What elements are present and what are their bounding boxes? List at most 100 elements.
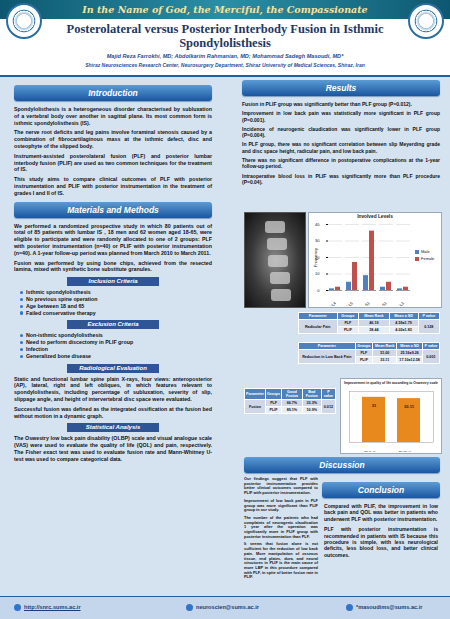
html-text:The Oswestry low back pain dis: The Oswestry low back pain disability (O… — [14, 435, 212, 462]
html-text:46.19: 46.19 — [369, 321, 379, 325]
html-text:Incidence of neurogenic claudi: Incidence of neurogenic claudication was… — [242, 125, 440, 139]
html-text:In PLF group, there was no sig: In PLF group, there was no significant c… — [242, 141, 440, 154]
html-text:Mean Rank: Mean Rank — [375, 344, 395, 348]
html-text:Involved Levels: Involved Levels — [357, 214, 393, 219]
html-text:Fusion was performed by using: Fusion was performed by using bone chips… — [14, 259, 212, 273]
html-text:Instrument-assisted posterolat: Instrument-assisted posterolateral fusio… — [14, 152, 212, 173]
html-text:No previous spine operation: No previous spine operation — [26, 295, 98, 302]
html-text:Mean Rank: Mean Rank — [364, 314, 384, 318]
html-text:Fusion in PLIF group was signi: Fusion in PLIF group was significantly b… — [242, 101, 412, 107]
html-text:0.128: 0.128 — [424, 324, 434, 329]
svg-text:31: 31 — [372, 403, 377, 408]
html-text:PLF with posterior instrumenta: PLF with posterior instrumentation is re… — [324, 526, 438, 558]
html-text:Introduction: Introduction — [88, 88, 138, 98]
html-text:Conclusion: Conclusion — [357, 485, 405, 495]
html-text:PLF: PLF — [270, 401, 278, 405]
html-text:Parameter: Parameter — [246, 392, 264, 396]
html-text:Bad Fusion: Bad Fusion — [305, 390, 318, 398]
svg-text:Frequency: Frequency — [313, 248, 318, 267]
html-text:Failed conservative therapy: Failed conservative therapy — [26, 309, 96, 316]
html-text:Successful fusion was defined: Successful fusion was defined as the int… — [14, 405, 212, 419]
html-text:This study aims to compare cli: This study aims to compare clinical outc… — [14, 176, 212, 196]
html-text:Male: Male — [421, 249, 430, 254]
html-text:Discussion: Discussion — [319, 460, 365, 470]
html-text:Generalized bone disease: Generalized bone disease — [26, 352, 92, 359]
html-text:PLIF: PLIF — [269, 408, 278, 412]
html-text:In the Name of God, the Mercif: In the Name of God, the Merciful, the Co… — [82, 4, 368, 15]
html-text:PLIF: PLIF — [359, 358, 368, 362]
html-text:38.44: 38.44 — [369, 328, 379, 332]
svg-text:10: 10 — [315, 271, 320, 276]
html-text:Fusion: Fusion — [249, 404, 262, 409]
html-text:Shiraz Neurosciences Research: Shiraz Neurosciences Research Center, Ne… — [85, 62, 365, 68]
html-text:Radicular Pain: Radicular Pain — [305, 324, 331, 329]
html-text:Radiological Evaluation: Radiological Evaluation — [79, 364, 147, 371]
html-text:Static and functional lumbar s: Static and functional lumbar spine plain… — [14, 375, 212, 402]
html-text:P value: P value — [424, 344, 438, 348]
html-text:P value: P value — [323, 390, 334, 398]
svg-text:30.11: 30.11 — [404, 404, 415, 409]
svg-text:L4-L5: L4-L5 — [343, 300, 355, 306]
html-text:Mean ± SD: Mean ± SD — [394, 314, 413, 318]
html-text:*masoudims@sums.ac.ir: *masoudims@sums.ac.ir — [356, 604, 423, 610]
html-text:Groups: Groups — [267, 392, 281, 396]
html-text:4.59±1.79: 4.59±1.79 — [395, 321, 412, 325]
html-text:Age between 18 and 65: Age between 18 and 65 — [26, 302, 85, 309]
html-text:Inclusion Criteria: Inclusion Criteria — [88, 278, 138, 285]
html-text:0.012: 0.012 — [323, 404, 333, 409]
html-text:neuroscien@sums.ac.ir: neuroscien@sums.ac.ir — [196, 604, 259, 610]
html-text:It seems that fusion alone is: It seems that fusion alone is not suffic… — [244, 541, 318, 580]
html-text:Female: Female — [421, 256, 435, 261]
html-text:Groups: Groups — [341, 314, 355, 318]
svg-text:0: 0 — [317, 288, 320, 293]
html-text:Compared with PLIF, the improv: Compared with PLIF, the improvement in l… — [324, 503, 438, 522]
html-text:Good Fusion: Good Fusion — [285, 390, 298, 398]
html-text:Improvement of low back pain i: Improvement of low back pain in PLF grou… — [244, 497, 318, 513]
html-text:Intraoperative blood loss in P: Intraoperative blood loss in PLIF was si… — [242, 172, 440, 185]
svg-text:L4-S1: L4-S1 — [377, 300, 389, 306]
html-text:There was no significant diffe: There was no significant difference in p… — [242, 157, 440, 170]
html-text:We performed a randomized pros: We performed a randomized prospective st… — [14, 222, 212, 256]
svg-text:PLIF Group: PLIF Group — [399, 450, 420, 452]
html-text:PLF: PLF — [344, 321, 352, 325]
html-text:Isthmic spondylolisthesis: Isthmic spondylolisthesis — [26, 289, 91, 296]
html-text:66.7%: 66.7% — [286, 401, 298, 405]
svg-text:L3-L4: L3-L4 — [326, 300, 338, 306]
html-text:Groups: Groups — [357, 344, 371, 348]
html-text:http://snrc.sums.ac.ir: http://snrc.sums.ac.ir — [24, 604, 81, 610]
html-text:33.11: 33.11 — [380, 358, 390, 362]
svg-text:L2-L3: L2-L3 — [394, 300, 406, 306]
html-text:25.16±9.26: 25.16±9.26 — [400, 351, 419, 355]
html-text:0.001: 0.001 — [426, 354, 436, 359]
html-text:The nerve root deficits and le: The nerve root deficits and leg pains in… — [14, 129, 212, 149]
html-text:Need to perform discectomy in: Need to perform discectomy in PLIF group — [26, 339, 134, 346]
svg-text:PLF Group: PLF Group — [364, 450, 384, 452]
html-text:17.10±12.58: 17.10±12.58 — [399, 358, 420, 362]
html-text:Reduction in Low Back Pain: Reduction in Low Back Pain — [302, 354, 352, 359]
html-text:PLF: PLF — [360, 351, 368, 355]
html-text:Infection: Infection — [26, 345, 49, 352]
html-text:The number of the patients who: The number of the patients who had compl… — [244, 514, 318, 539]
html-text:33.3%: 33.3% — [306, 401, 317, 405]
html-text:PLIF: PLIF — [343, 328, 352, 332]
html-text:51.00: 51.00 — [380, 351, 390, 355]
html-text:Exclusion Criteria: Exclusion Criteria — [87, 321, 139, 328]
html-text:Posterolateral versus Posterio: Posterolateral versus Posterior Interbod… — [66, 22, 384, 50]
svg-text:40: 40 — [315, 222, 320, 227]
html-text:Our findings suggest that PLF: Our findings suggest that PLF with poste… — [244, 476, 318, 496]
svg-text:30: 30 — [315, 238, 320, 243]
html-text:Parameter: Parameter — [317, 344, 336, 348]
html-text:Improvement in low back pain w: Improvement in low back pain was statist… — [242, 110, 440, 123]
html-text:Materials and Methods: Materials and Methods — [67, 204, 159, 215]
html-text:P value: P value — [422, 314, 436, 318]
html-text:Results: Results — [325, 83, 357, 93]
svg-text:L5-S1: L5-S1 — [360, 300, 372, 306]
html-text:Spondylolisthesis is a heterog: Spondylolisthesis is a heterogeneous dis… — [14, 106, 212, 126]
html-text:Parameter: Parameter — [308, 314, 327, 318]
html-text:Improvement in quality of life: Improvement in quality of life according… — [344, 380, 438, 385]
html-text:Mean ± SD: Mean ± SD — [400, 344, 419, 348]
html-text:Majid Reza Farrokhi, MD; Abdol: Majid Reza Farrokhi, MD; Abdolkarim Rahm… — [106, 53, 344, 59]
html-text:Statistical Analysis: Statistical Analysis — [85, 424, 141, 431]
html-text:4.02±1.83: 4.02±1.83 — [395, 328, 412, 332]
html-text:Non-isthmic spondylolisthesis: Non-isthmic spondylolisthesis — [26, 332, 103, 339]
